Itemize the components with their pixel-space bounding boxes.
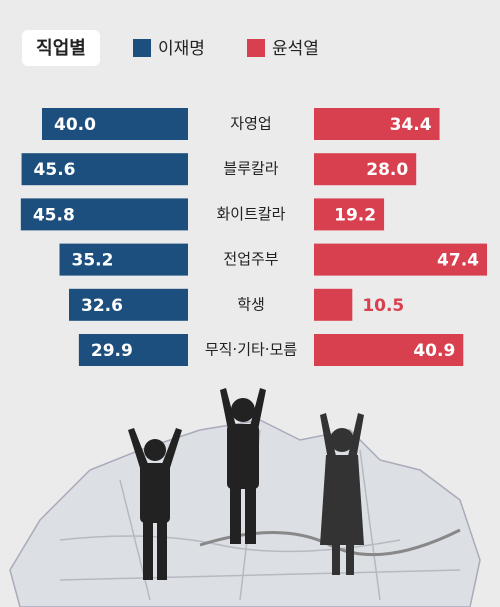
bar [20,198,188,231]
bar [314,288,353,321]
legend-label: 이재명 [158,39,205,59]
category-label: 자영업 [230,115,271,133]
bar [314,153,417,186]
value-label: 29.9 [91,341,133,361]
value-label: 45.8 [33,205,75,225]
figure-right [320,413,364,575]
value-label: 47.4 [437,251,479,271]
bar [59,243,188,276]
figure-center [220,388,266,544]
category-label: 화이트칼라 [216,205,285,223]
value-label: 40.9 [413,341,455,361]
bar [314,334,464,366]
bar [314,243,488,276]
legend-swatch [133,39,151,57]
value-label: 28.0 [366,160,408,180]
bar [78,334,188,366]
legend-swatch [247,39,265,57]
category-label: 블루칼라 [223,160,278,178]
bar [314,108,440,140]
category-label: 전업주부 [223,250,278,268]
category-label: 학생 [237,295,265,313]
value-label: 34.4 [390,115,432,135]
title-box [22,30,100,66]
value-label: 45.6 [34,160,76,180]
value-label: 10.5 [362,296,404,316]
value-label: 40.0 [54,115,96,135]
category-label: 무직·기타·모름 [205,341,298,359]
bar [69,288,188,321]
figure-left [128,428,182,580]
illustration [9,388,481,607]
bar [314,198,385,231]
legend-label: 윤석열 [272,39,319,59]
bar [42,108,188,140]
value-label: 35.2 [72,251,114,271]
value-label: 32.6 [81,296,123,316]
bar [21,153,189,186]
chart-title: 직업별 [36,38,86,59]
value-label: 19.2 [334,205,376,225]
